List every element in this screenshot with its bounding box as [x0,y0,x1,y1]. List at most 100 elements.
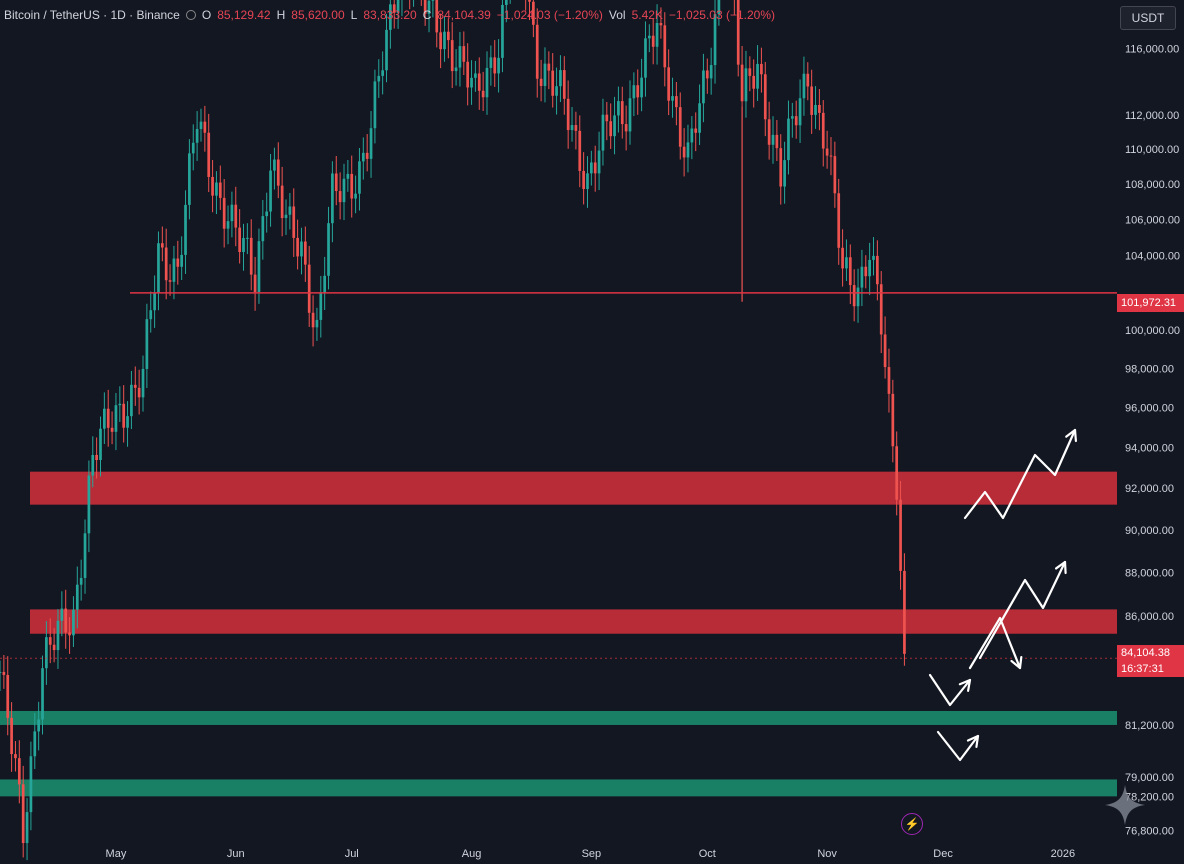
candle[interactable] [137,369,141,415]
candle[interactable] [401,0,404,17]
candle[interactable] [640,58,643,112]
candle[interactable] [555,67,558,115]
candle[interactable] [207,113,211,193]
candle[interactable] [562,56,566,115]
candle[interactable] [829,137,833,176]
candle[interactable] [323,256,327,311]
candle[interactable] [17,740,21,804]
candle[interactable] [690,116,694,160]
candle[interactable] [733,0,736,16]
candle[interactable] [172,245,176,300]
candle[interactable] [79,559,83,601]
candle[interactable] [72,596,75,647]
candle[interactable] [833,141,837,208]
candle[interactable] [446,18,450,59]
candle[interactable] [21,765,25,858]
candle[interactable] [837,178,841,265]
candle[interactable] [133,366,137,406]
candle[interactable] [319,275,323,338]
candle[interactable] [856,268,860,323]
candle[interactable] [385,13,388,83]
candle[interactable] [52,628,56,663]
candle[interactable] [613,96,616,155]
candle[interactable] [489,45,493,86]
candle[interactable] [620,86,624,139]
candle[interactable] [624,105,628,151]
candle[interactable] [802,56,806,116]
candle[interactable] [6,656,10,736]
candle[interactable] [381,51,384,95]
candle[interactable] [682,128,686,177]
candle[interactable] [45,621,48,685]
candle[interactable] [702,53,705,123]
candle[interactable] [288,193,292,230]
candle[interactable] [443,16,446,62]
candle[interactable] [342,163,346,221]
candle[interactable] [636,69,640,115]
candle[interactable] [806,62,810,101]
candle[interactable] [848,244,852,305]
candle[interactable] [582,152,585,205]
candle[interactable] [551,53,555,108]
candle[interactable] [114,392,118,451]
currency-selector[interactable]: USDT [1120,6,1176,30]
candle[interactable] [377,59,381,98]
candle[interactable] [25,797,29,861]
candle[interactable] [157,231,160,311]
candle[interactable] [91,436,95,488]
candle[interactable] [126,401,129,447]
lightning-icon[interactable]: ⚡ [901,813,923,835]
candle[interactable] [195,111,199,161]
candle[interactable] [427,0,431,33]
candle[interactable] [493,40,497,87]
candle[interactable] [261,200,265,260]
candle[interactable] [794,100,798,139]
candle[interactable] [504,0,508,23]
candle[interactable] [87,460,91,553]
candle[interactable] [10,702,13,772]
candle[interactable] [276,142,280,199]
candle[interactable] [64,589,68,649]
candle[interactable] [358,147,361,211]
candle[interactable] [180,236,184,280]
support-zone-4[interactable] [0,779,1117,797]
candle[interactable] [744,50,748,118]
candle[interactable] [763,61,767,137]
candle[interactable] [593,145,597,192]
candle[interactable] [790,102,794,138]
candle[interactable] [876,240,879,301]
candle[interactable] [273,147,276,190]
candle[interactable] [841,229,844,287]
candle[interactable] [361,137,365,180]
candle[interactable] [872,237,875,276]
candle[interactable] [203,105,207,152]
candle[interactable] [253,256,257,311]
candle[interactable] [601,98,605,166]
candle[interactable] [242,223,245,271]
candle[interactable] [868,242,871,296]
candle[interactable] [705,58,709,94]
candle[interactable] [586,156,589,208]
candle[interactable] [775,120,779,162]
candle[interactable] [222,179,226,248]
candle[interactable] [292,188,296,257]
candle[interactable] [609,103,613,149]
candle[interactable] [578,115,582,188]
candle[interactable] [632,72,636,117]
candle[interactable] [280,166,284,237]
candle[interactable] [659,7,663,39]
candle[interactable] [103,392,106,445]
candle[interactable] [477,57,481,110]
resistance-zone-2[interactable] [30,609,1117,634]
candle[interactable] [779,134,783,205]
candle[interactable] [651,18,655,65]
candle[interactable] [110,411,114,445]
candle[interactable] [238,209,241,264]
candle[interactable] [535,8,539,98]
candle[interactable] [694,112,698,152]
candle[interactable] [852,269,856,322]
candle[interactable] [33,712,37,770]
candle[interactable] [462,31,466,75]
candle[interactable] [184,190,187,274]
resistance-zone-1[interactable] [30,471,1117,505]
